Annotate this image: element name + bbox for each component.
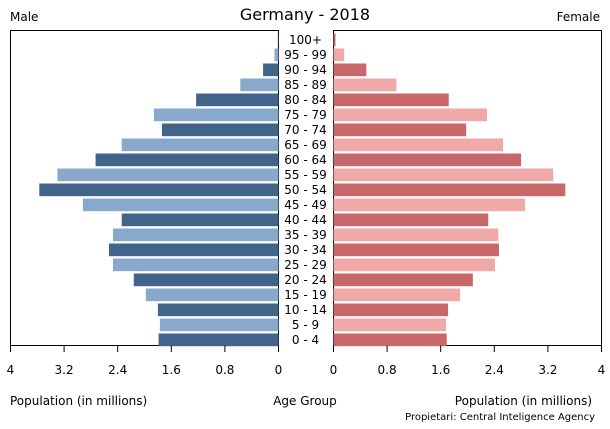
- male-bar: [39, 183, 279, 197]
- age-group-label: 70 - 74: [284, 123, 327, 137]
- male-bar: [121, 213, 279, 227]
- age-group-label: 80 - 84: [284, 93, 327, 107]
- age-group-label: 5 - 9: [292, 318, 319, 332]
- source-label: Propietari: Central Inteligence Agency: [405, 412, 595, 423]
- age-group-label: 75 - 79: [284, 108, 327, 122]
- male-bar: [158, 333, 279, 347]
- male-bar: [57, 168, 279, 182]
- male-tick-label: 0.8: [215, 363, 234, 377]
- age-group-label: 20 - 24: [284, 273, 327, 287]
- x-axis-label-center: Age Group: [273, 394, 337, 408]
- age-group-label: 85 - 89: [284, 78, 327, 92]
- male-tick-label: 2.4: [108, 363, 127, 377]
- male-bar: [153, 108, 279, 122]
- male-bar: [274, 48, 279, 62]
- male-tick-label: 0: [275, 363, 283, 377]
- age-group-label: 60 - 64: [284, 153, 327, 167]
- male-bar: [277, 33, 279, 47]
- female-tick-label: 3.2: [538, 363, 557, 377]
- female-bar: [333, 48, 345, 62]
- male-bar: [157, 303, 279, 317]
- female-bar: [333, 303, 449, 317]
- male-bar: [196, 93, 279, 107]
- female-bar: [333, 228, 499, 242]
- age-group-label: 35 - 39: [284, 228, 327, 242]
- female-bar: [333, 153, 522, 167]
- x-axis-label-right: Population (in millions): [455, 394, 592, 408]
- female-bar: [333, 183, 566, 197]
- male-bar: [161, 123, 279, 137]
- male-bar: [240, 78, 279, 92]
- age-group-label: 65 - 69: [284, 138, 327, 152]
- female-tick-label: 0.8: [378, 363, 397, 377]
- female-tick-label: 1.6: [431, 363, 450, 377]
- age-group-label: 30 - 34: [284, 243, 327, 257]
- age-group-label: 25 - 29: [284, 258, 327, 272]
- chart-title: Germany - 2018: [240, 5, 370, 24]
- female-bar: [333, 33, 336, 47]
- age-group-label: 95 - 99: [284, 48, 327, 62]
- female-bar: [333, 213, 489, 227]
- age-group-label: 10 - 14: [284, 303, 327, 317]
- x-axis-label-left: Population (in millions): [10, 394, 147, 408]
- male-bar: [159, 318, 279, 332]
- male-bar: [108, 243, 279, 257]
- female-bar: [333, 168, 554, 182]
- male-bar: [113, 228, 279, 242]
- female-bar: [333, 273, 473, 287]
- age-group-label: 50 - 54: [284, 183, 327, 197]
- female-tick-label: 0: [330, 363, 338, 377]
- male-bar: [133, 273, 279, 287]
- age-group-label: 15 - 19: [284, 288, 327, 302]
- female-bar: [333, 78, 397, 92]
- female-bar: [333, 333, 447, 347]
- male-label: Male: [10, 10, 38, 24]
- female-tick-label: 2.4: [485, 363, 504, 377]
- male-bar: [95, 153, 279, 167]
- female-bar: [333, 123, 467, 137]
- age-group-label: 0 - 4: [292, 333, 319, 347]
- male-tick-label: 3.2: [55, 363, 74, 377]
- female-bar: [333, 93, 449, 107]
- male-tick-label: 1.6: [162, 363, 181, 377]
- male-bar: [263, 63, 279, 77]
- female-label: Female: [557, 10, 600, 24]
- male-bar: [121, 138, 279, 152]
- female-bar: [333, 318, 447, 332]
- age-group-label: 45 - 49: [284, 198, 327, 212]
- female-bar: [333, 243, 499, 257]
- female-bar: [333, 138, 504, 152]
- female-bar: [333, 63, 367, 77]
- male-tick-label: 4: [7, 363, 15, 377]
- male-bar: [82, 198, 279, 212]
- female-bar: [333, 258, 495, 272]
- female-tick-label: 4: [598, 363, 606, 377]
- female-bar: [333, 288, 461, 302]
- age-group-label: 40 - 44: [284, 213, 327, 227]
- male-bar: [113, 258, 279, 272]
- age-group-label: 55 - 59: [284, 168, 327, 182]
- male-bar: [145, 288, 279, 302]
- female-bar: [333, 198, 526, 212]
- female-bar: [333, 108, 487, 122]
- age-group-label: 100+: [289, 33, 322, 47]
- age-group-label: 90 - 94: [284, 63, 327, 77]
